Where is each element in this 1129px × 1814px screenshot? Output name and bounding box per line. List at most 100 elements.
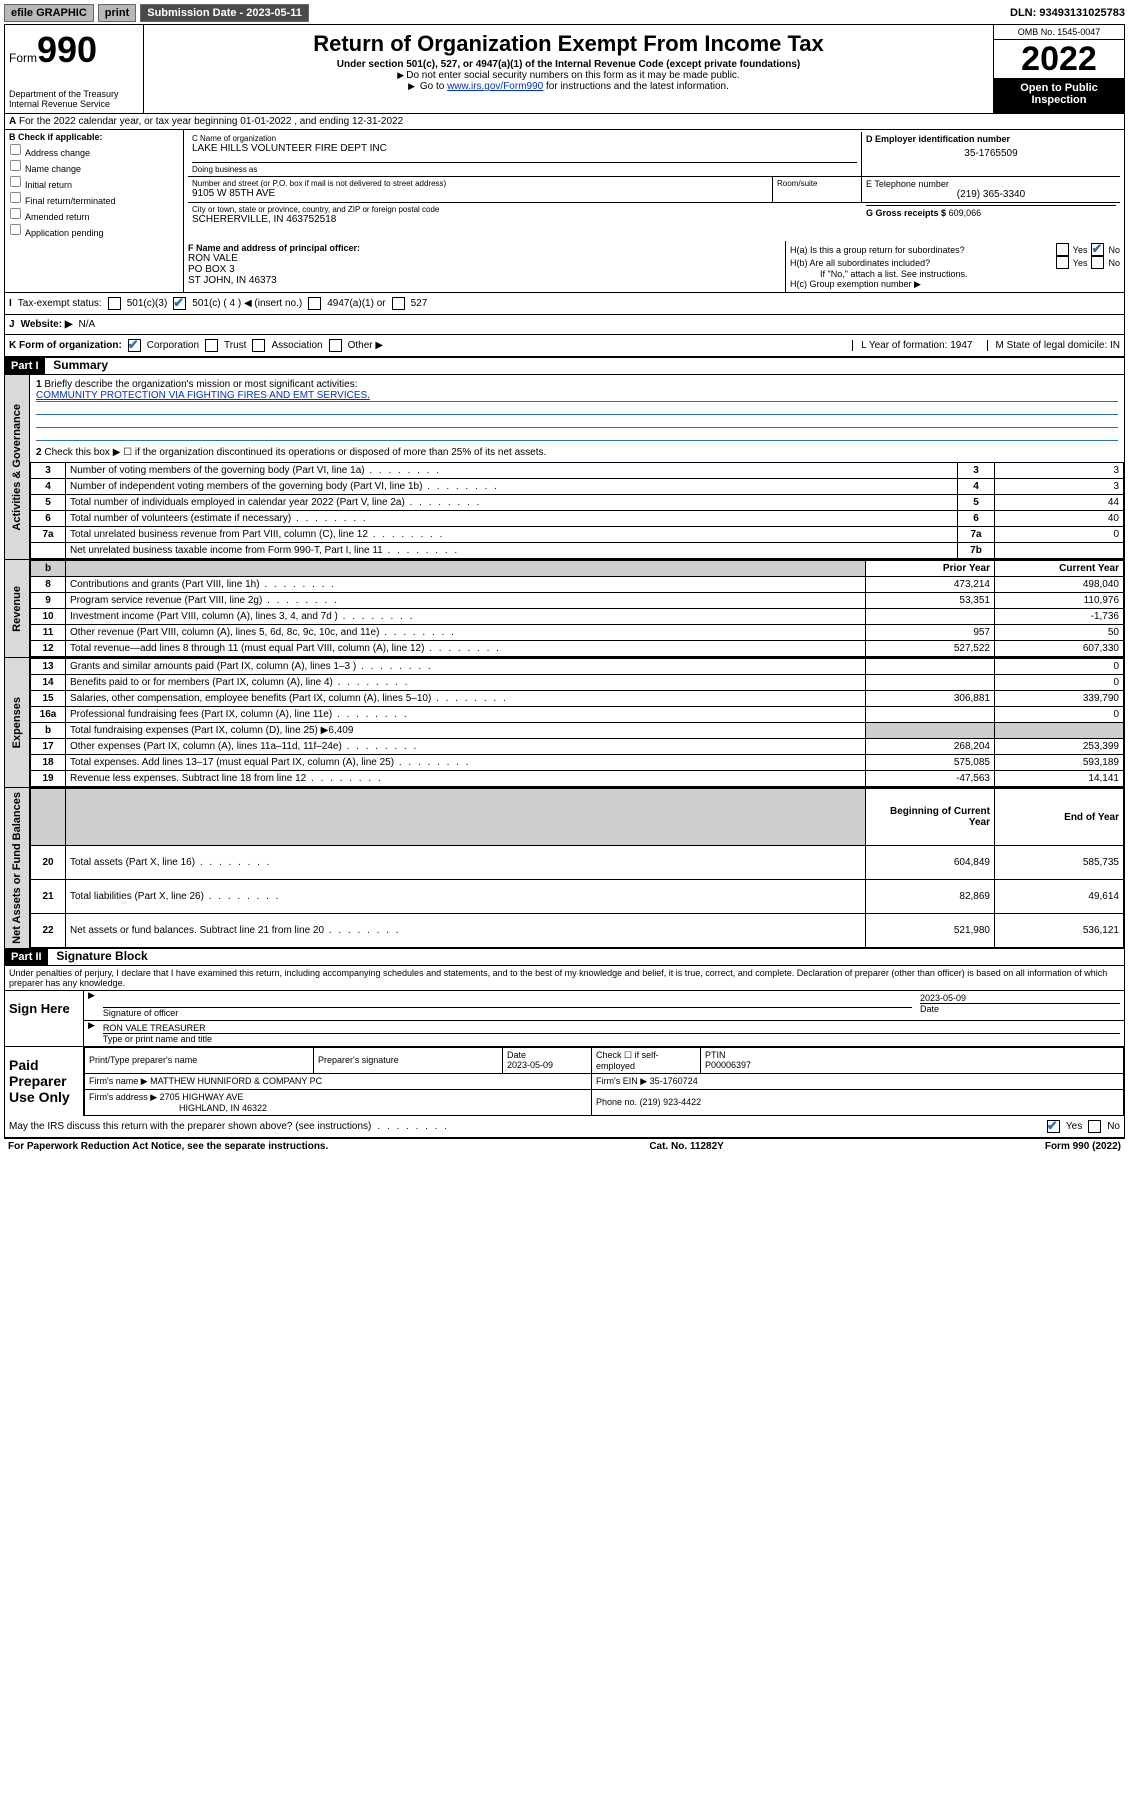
i-501c3[interactable]	[108, 297, 121, 310]
cb-final-return[interactable]: Final return/terminated	[9, 191, 179, 206]
hb-yes[interactable]	[1056, 256, 1069, 269]
k-other[interactable]	[329, 339, 342, 352]
goto-note: Go to www.irs.gov/Form990 for instructio…	[152, 81, 985, 92]
dln: DLN: 93493131025783	[1010, 7, 1125, 19]
table-row: Beginning of Current YearEnd of Year	[31, 789, 1124, 846]
top-toolbar: efile GRAPHIC print Submission Date - 20…	[4, 4, 1125, 22]
prep-name-label: Print/Type preparer's name	[85, 1047, 314, 1073]
table-row: bPrior YearCurrent Year	[31, 561, 1124, 577]
f-label: F Name and address of principal officer:	[188, 243, 781, 253]
officer-addr2: ST JOHN, IN 46373	[188, 275, 781, 286]
k-trust[interactable]	[205, 339, 218, 352]
sig-date-label: Date	[920, 1003, 1120, 1014]
i-527[interactable]	[392, 297, 405, 310]
state-domicile: M State of legal domicile: IN	[987, 340, 1121, 351]
perjury-text: Under penalties of perjury, I declare th…	[5, 966, 1124, 990]
table-row: 12Total revenue—add lines 8 through 11 (…	[31, 641, 1124, 657]
cb-application-pending[interactable]: Application pending	[9, 223, 179, 238]
k-label: K Form of organization:	[9, 340, 122, 351]
k-o3: Association	[271, 340, 322, 351]
firm-ein-label: Firm's EIN ▶	[596, 1076, 647, 1086]
discuss-text: May the IRS discuss this return with the…	[9, 1121, 371, 1132]
prep-date-label: Date	[507, 1050, 526, 1060]
cb-label: Amended return	[25, 212, 90, 222]
part2-title: Signature Block	[50, 949, 147, 963]
dba-label: Doing business as	[192, 162, 857, 174]
i-4947[interactable]	[308, 297, 321, 310]
ein: 35-1765509	[866, 148, 1116, 159]
table-row: Print/Type preparer's name Preparer's si…	[85, 1047, 1124, 1073]
hb-label: H(b) Are all subordinates included?	[790, 258, 1052, 268]
table-row: 16aProfessional fundraising fees (Part I…	[31, 707, 1124, 723]
part2-header: Part II Signature Block	[5, 948, 1124, 966]
paid-preparer-block: Paid Preparer Use Only Print/Type prepar…	[5, 1046, 1124, 1116]
table-row: 7aTotal unrelated business revenue from …	[31, 527, 1124, 543]
line-a-text: For the 2022 calendar year, or tax year …	[19, 116, 403, 127]
cb-address-change[interactable]: Address change	[9, 143, 179, 158]
q1-block: 1 Briefly describe the organization's mi…	[30, 375, 1124, 462]
k-o4: Other ▶	[348, 340, 383, 351]
table-row: bTotal fundraising expenses (Part IX, co…	[31, 723, 1124, 739]
irs-link[interactable]: www.irs.gov/Form990	[447, 81, 543, 92]
footer-right: Form 990 (2022)	[1045, 1141, 1121, 1152]
year-formation: L Year of formation: 1947	[852, 340, 972, 351]
mission-text[interactable]: COMMUNITY PROTECTION VIA FIGHTING FIRES …	[36, 390, 1118, 402]
table-row: 14Benefits paid to or for members (Part …	[31, 675, 1124, 691]
g-label: G Gross receipts $	[866, 208, 946, 218]
cb-name-change[interactable]: Name change	[9, 159, 179, 174]
gross-receipts: 609,066	[949, 208, 982, 218]
table-row: 13Grants and similar amounts paid (Part …	[31, 659, 1124, 675]
q2-text: Check this box ▶ ☐ if the organization d…	[44, 447, 546, 458]
firm-ein: 35-1760724	[650, 1076, 698, 1086]
header-right: OMB No. 1545-0047 2022 Open to Public In…	[993, 25, 1124, 113]
table-row: 5Total number of individuals employed in…	[31, 495, 1124, 511]
k-assoc[interactable]	[252, 339, 265, 352]
line-i: I Tax-exempt status: 501(c)(3) 501(c) ( …	[5, 293, 1124, 315]
table-row: 9Program service revenue (Part VIII, lin…	[31, 593, 1124, 609]
side-rev: Revenue	[9, 582, 25, 636]
discuss-no[interactable]	[1088, 1120, 1101, 1133]
table-row: 8Contributions and grants (Part VIII, li…	[31, 577, 1124, 593]
no-label: No	[1108, 258, 1120, 268]
rev-table: bPrior YearCurrent Year8Contributions an…	[30, 560, 1124, 657]
sign-here-label: Sign Here	[5, 991, 84, 1046]
k-corp[interactable]	[128, 339, 141, 352]
line-a: A For the 2022 calendar year, or tax yea…	[5, 114, 1124, 130]
print-button[interactable]: print	[98, 4, 136, 22]
officer-addr1: PO BOX 3	[188, 264, 781, 275]
i-501c[interactable]	[173, 297, 186, 310]
table-row: 17Other expenses (Part IX, column (A), l…	[31, 739, 1124, 755]
e-label: E Telephone number	[866, 179, 1116, 189]
cb-amended-return[interactable]: Amended return	[9, 207, 179, 222]
yes-label: Yes	[1066, 1121, 1082, 1132]
table-row: 20Total assets (Part X, line 16)604,8495…	[31, 846, 1124, 880]
ha-yes[interactable]	[1056, 243, 1069, 256]
cb-label: Application pending	[25, 228, 104, 238]
city-state-zip: SCHERERVILLE, IN 463752518	[192, 214, 858, 225]
d-label: D Employer identification number	[866, 134, 1116, 144]
form-label: Form	[9, 51, 37, 65]
k-o2: Trust	[224, 340, 246, 351]
cb-label: Initial return	[25, 180, 72, 190]
cb-initial-return[interactable]: Initial return	[9, 175, 179, 190]
table-row: 3Number of voting members of the governi…	[31, 463, 1124, 479]
part1-bar: Part I	[5, 358, 45, 374]
col-cde: C Name of organization LAKE HILLS VOLUNT…	[184, 130, 1124, 241]
ptin-label: PTIN	[705, 1050, 726, 1060]
firm-name: MATTHEW HUNNIFORD & COMPANY PC	[150, 1076, 322, 1086]
table-row: 19Revenue less expenses. Subtract line 1…	[31, 771, 1124, 787]
officer-name-title: RON VALE TREASURER	[103, 1023, 1120, 1033]
discuss-yes[interactable]	[1047, 1120, 1060, 1133]
ptin: P00006397	[705, 1060, 751, 1070]
efile-button[interactable]: efile GRAPHIC	[4, 4, 94, 22]
part1-header: Part I Summary	[5, 357, 1124, 375]
page-footer: For Paperwork Reduction Act Notice, see …	[4, 1139, 1125, 1154]
table-row: 11Other revenue (Part VIII, column (A), …	[31, 625, 1124, 641]
firm-name-label: Firm's name ▶	[89, 1076, 148, 1086]
hb-no[interactable]	[1091, 256, 1104, 269]
firm-addr-label: Firm's address ▶	[89, 1092, 157, 1102]
phone-label: Phone no.	[596, 1097, 637, 1107]
form-header: Form990 Department of the Treasury Inter…	[5, 25, 1124, 114]
ha-no[interactable]	[1091, 243, 1104, 256]
ha-label: H(a) Is this a group return for subordin…	[790, 245, 1052, 255]
